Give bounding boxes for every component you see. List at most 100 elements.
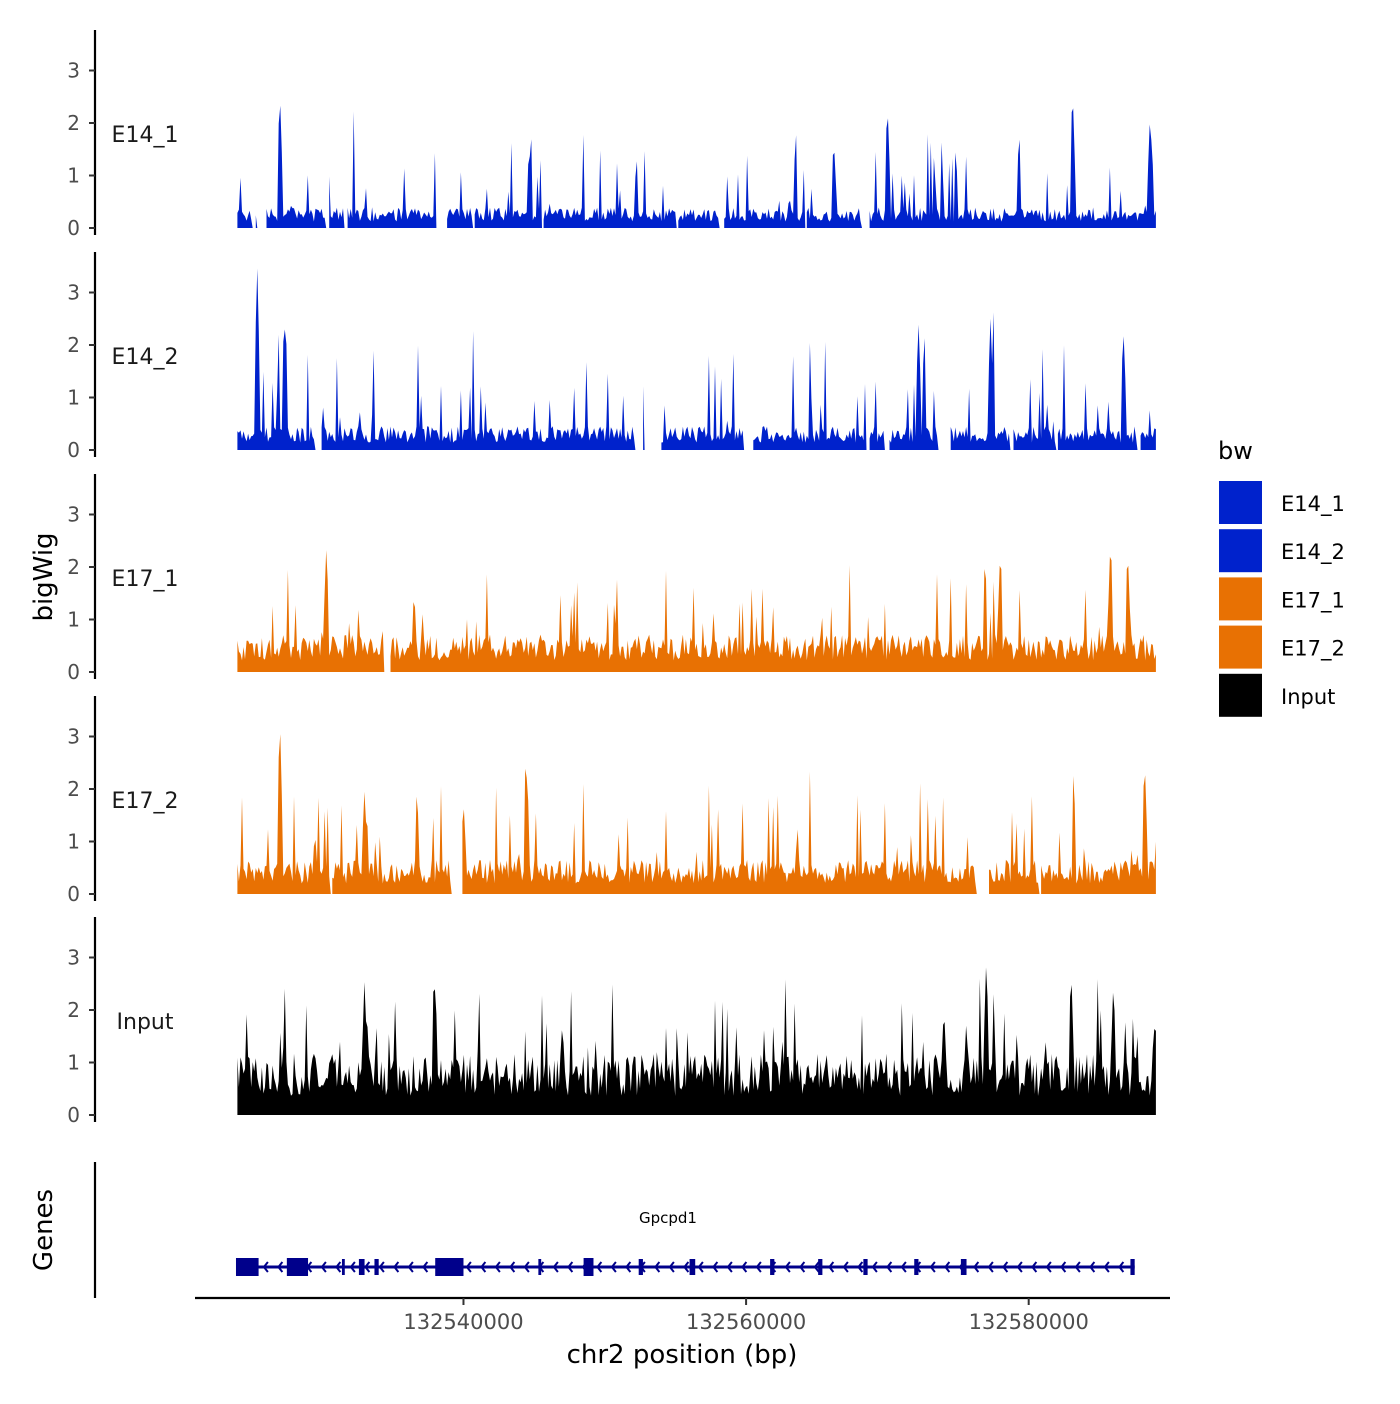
x-ticks: 132540000 132560000 132580000 bbox=[403, 1298, 1089, 1334]
x-tick-label: 132580000 bbox=[969, 1310, 1089, 1334]
y-tick-label: 2 bbox=[67, 555, 80, 579]
track-panels: 0 1 2 3 E14_1 0 1 2 3 E14_2 0 1 2 3 E17_1 0 1 2 3 E17_2 0 1 2 3… bbox=[67, 30, 1156, 1127]
strand-arrow bbox=[596, 1261, 603, 1273]
strand-arrow bbox=[393, 1261, 400, 1273]
strand-arrow bbox=[1089, 1261, 1096, 1273]
strand-arrow bbox=[900, 1261, 907, 1273]
track-label: E14_2 bbox=[112, 345, 179, 370]
y-tick-label: 3 bbox=[67, 59, 80, 83]
y-tick-label: 3 bbox=[67, 503, 80, 527]
gene-label: Gpcpd1 bbox=[639, 1209, 697, 1227]
gene-exon bbox=[770, 1259, 775, 1275]
y-tick-label: 0 bbox=[67, 660, 80, 684]
y-axis-label: bigWig bbox=[29, 532, 59, 621]
gene-exon bbox=[914, 1259, 919, 1275]
strand-arrow bbox=[741, 1261, 748, 1273]
legend-swatch bbox=[1219, 577, 1262, 621]
track-E17_2: 0 1 2 3 E17_2 bbox=[67, 696, 1156, 906]
y-tick-label: 0 bbox=[67, 438, 80, 462]
strand-arrow bbox=[335, 1261, 342, 1273]
gene-exon bbox=[374, 1259, 379, 1275]
strand-arrow bbox=[552, 1261, 559, 1273]
track-E17_1: 0 1 2 3 E17_1 bbox=[67, 474, 1156, 684]
y-tick-label: 1 bbox=[67, 1051, 80, 1075]
strand-arrow bbox=[857, 1261, 864, 1273]
track-label: E17_2 bbox=[112, 789, 179, 814]
legend-swatch bbox=[1219, 481, 1262, 524]
legend-entries: E14_1 E14_2 E17_1 E17_2 Input bbox=[1219, 481, 1345, 717]
x-axis: 132540000 132560000 132580000 bbox=[195, 1296, 1170, 1334]
strand-arrow bbox=[465, 1261, 472, 1273]
strand-arrow bbox=[523, 1261, 530, 1273]
strand-arrow bbox=[378, 1261, 385, 1273]
strand-arrow bbox=[799, 1261, 806, 1273]
strand-arrow bbox=[494, 1261, 501, 1273]
y-tick-label: 2 bbox=[67, 777, 80, 801]
y-tick-label: 3 bbox=[67, 281, 80, 305]
strand-arrow bbox=[320, 1261, 327, 1273]
strand-arrow bbox=[1103, 1261, 1110, 1273]
strand-arrow bbox=[973, 1261, 980, 1273]
strand-arrow bbox=[886, 1261, 893, 1273]
strand-arrow bbox=[364, 1261, 371, 1273]
strand-arrow bbox=[871, 1261, 878, 1273]
signal-area-E14_1 bbox=[237, 105, 1156, 228]
strand-arrow bbox=[610, 1261, 617, 1273]
strand-arrow bbox=[625, 1261, 632, 1273]
legend-label: E14_1 bbox=[1281, 492, 1345, 517]
strand-arrow bbox=[1060, 1261, 1067, 1273]
legend-swatch bbox=[1219, 625, 1262, 669]
strand-arrow bbox=[784, 1261, 791, 1273]
legend-swatch bbox=[1219, 673, 1262, 717]
legend: bw E14_1 E14_2 E17_1 E17_2 Input bbox=[1218, 437, 1345, 717]
gene-exon bbox=[1130, 1259, 1135, 1275]
gene-exon bbox=[818, 1259, 823, 1275]
y-tick-label: 3 bbox=[67, 946, 80, 970]
strand-arrow bbox=[422, 1261, 429, 1273]
strand-arrow bbox=[842, 1261, 849, 1273]
y-tick-label: 1 bbox=[67, 830, 80, 854]
strand-arrow bbox=[929, 1261, 936, 1273]
strand-arrow bbox=[277, 1261, 284, 1273]
gene-exon bbox=[235, 1258, 259, 1276]
strand-arrow bbox=[668, 1261, 675, 1273]
strand-arrow bbox=[1118, 1261, 1125, 1273]
strand-arrow bbox=[1045, 1261, 1052, 1273]
legend-swatch bbox=[1219, 529, 1262, 573]
y-tick-label: 1 bbox=[67, 164, 80, 188]
x-axis-label: chr2 position (bp) bbox=[567, 1340, 798, 1370]
strand-arrow bbox=[828, 1261, 835, 1273]
gene-model bbox=[235, 1258, 1135, 1276]
strand-arrow bbox=[944, 1261, 951, 1273]
strand-arrow bbox=[1002, 1261, 1009, 1273]
y-tick-label: 1 bbox=[67, 386, 80, 410]
gene-exon bbox=[341, 1259, 345, 1275]
strand-arrow bbox=[1031, 1261, 1038, 1273]
strand-arrow bbox=[755, 1261, 762, 1273]
gene-exon bbox=[286, 1258, 309, 1276]
y-tick-label: 0 bbox=[67, 882, 80, 906]
track-label: E14_1 bbox=[112, 123, 179, 148]
strand-arrow bbox=[697, 1261, 704, 1273]
track-E14_2: 0 1 2 3 E14_2 bbox=[67, 252, 1156, 462]
strand-arrow bbox=[654, 1261, 661, 1273]
gene-exon bbox=[638, 1259, 643, 1275]
strand-arrow bbox=[480, 1261, 487, 1273]
strand-arrow bbox=[407, 1261, 414, 1273]
strand-arrow bbox=[813, 1261, 820, 1273]
strand-arrow bbox=[567, 1261, 574, 1273]
signal-area-Input bbox=[237, 967, 1156, 1115]
y-tick-label: 3 bbox=[67, 725, 80, 749]
genes-axis-label: Genes bbox=[29, 1189, 59, 1271]
track-Input: 0 1 2 3 Input bbox=[67, 917, 1156, 1127]
y-tick-label: 2 bbox=[67, 111, 80, 135]
strand-arrow bbox=[726, 1261, 733, 1273]
legend-label: E14_2 bbox=[1281, 540, 1345, 565]
gene-exon bbox=[435, 1258, 464, 1276]
strand-arrow bbox=[349, 1261, 356, 1273]
signal-area-E14_2 bbox=[237, 268, 1156, 450]
strand-arrow bbox=[509, 1261, 516, 1273]
gene-panel: Gpcpd1 bbox=[93, 1162, 1135, 1298]
